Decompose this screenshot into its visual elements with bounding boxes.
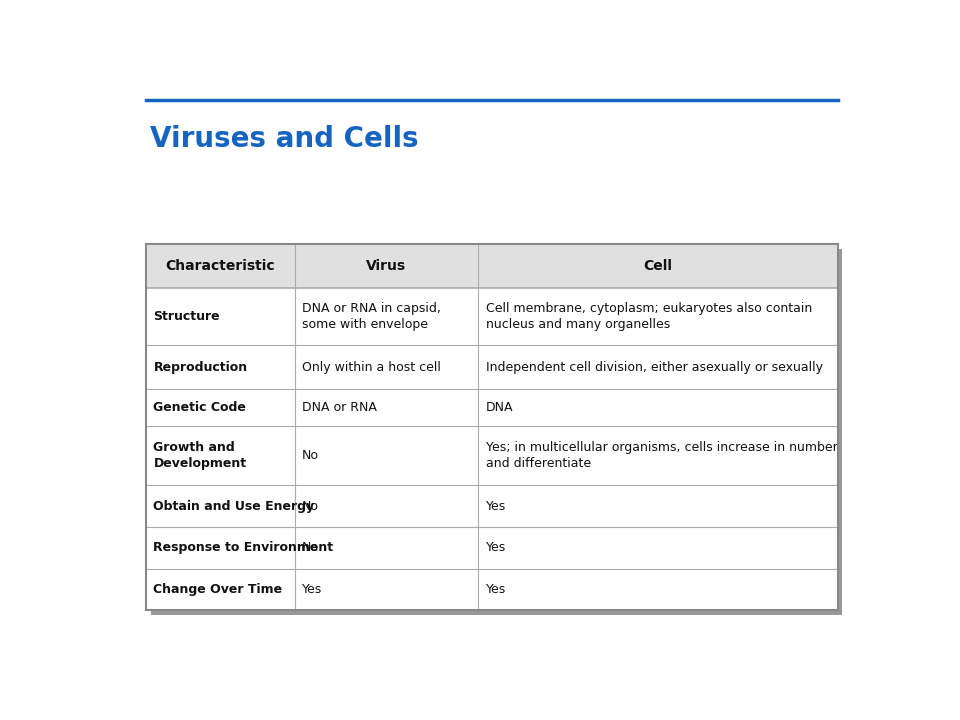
Text: Response to Environment: Response to Environment	[154, 541, 334, 554]
Text: DNA: DNA	[486, 401, 513, 414]
Text: Growth and
Development: Growth and Development	[154, 441, 247, 470]
Text: Cell membrane, cytoplasm; eukaryotes also contain
nucleus and many organelles: Cell membrane, cytoplasm; eukaryotes als…	[486, 302, 812, 331]
Text: Cell: Cell	[643, 259, 673, 274]
Bar	[146, 244, 838, 288]
Bar	[151, 249, 843, 615]
Bar	[146, 244, 838, 611]
Text: Yes; in multicellular organisms, cells increase in number
and differentiate: Yes; in multicellular organisms, cells i…	[486, 441, 837, 470]
Text: Genetic Code: Genetic Code	[154, 401, 247, 414]
Text: Obtain and Use Energy: Obtain and Use Energy	[154, 500, 315, 513]
Text: Only within a host cell: Only within a host cell	[302, 361, 441, 374]
Text: Virus: Virus	[367, 259, 406, 274]
Text: No: No	[302, 541, 320, 554]
Text: No: No	[302, 500, 320, 513]
Text: Reproduction: Reproduction	[154, 361, 248, 374]
Text: DNA or RNA in capsid,
some with envelope: DNA or RNA in capsid, some with envelope	[302, 302, 441, 331]
Text: No: No	[302, 449, 320, 462]
Text: Yes: Yes	[486, 500, 506, 513]
Text: Yes: Yes	[486, 541, 506, 554]
Text: Change Over Time: Change Over Time	[154, 583, 282, 596]
Text: Yes: Yes	[486, 583, 506, 596]
Bar	[146, 244, 838, 611]
Text: Independent cell division, either asexually or sexually: Independent cell division, either asexua…	[486, 361, 823, 374]
Text: Yes: Yes	[302, 583, 323, 596]
Text: Characteristic: Characteristic	[166, 259, 276, 274]
Text: Structure: Structure	[154, 310, 220, 323]
Text: Viruses and Cells: Viruses and Cells	[150, 125, 419, 153]
Text: DNA or RNA: DNA or RNA	[302, 401, 377, 414]
